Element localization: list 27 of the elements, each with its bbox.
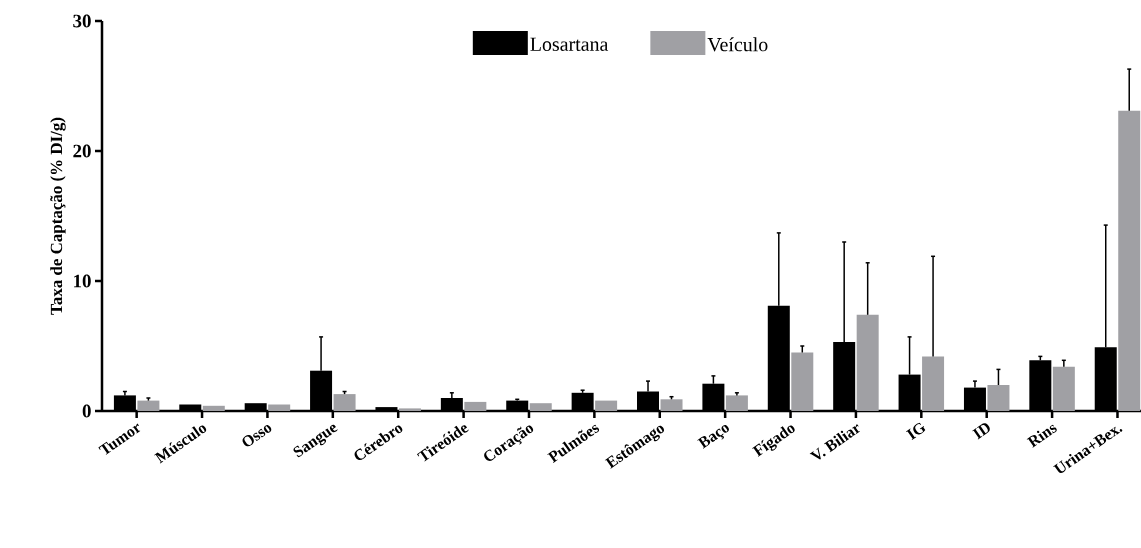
bar [660,399,683,411]
x-tick-label: Osso [242,425,272,447]
legend-label: Losartana [530,37,609,51]
y-axis-title: Taxa de Captação (% DI/g) [50,117,66,315]
bar [725,395,748,411]
bar [529,403,552,411]
x-tick-label: Baço [697,424,729,449]
bar [398,408,421,411]
bar [137,400,160,411]
bar [856,314,879,411]
x-tick-label: IG [906,422,926,441]
bar [268,404,291,411]
bar [202,405,225,411]
legend-label: Veículo [707,37,768,52]
x-tick-label: ID [972,423,990,440]
y-tick-label: 20 [73,144,91,158]
bar [987,385,1010,411]
bar [791,352,814,411]
bar [922,356,945,411]
bar [1052,366,1075,411]
y-tick-label: 0 [82,404,91,418]
bar [464,401,487,411]
bar [595,400,618,411]
bar [333,394,356,411]
bar [1118,110,1141,411]
y-tick-label: 10 [74,274,91,288]
y-tick-label: 30 [73,14,91,28]
